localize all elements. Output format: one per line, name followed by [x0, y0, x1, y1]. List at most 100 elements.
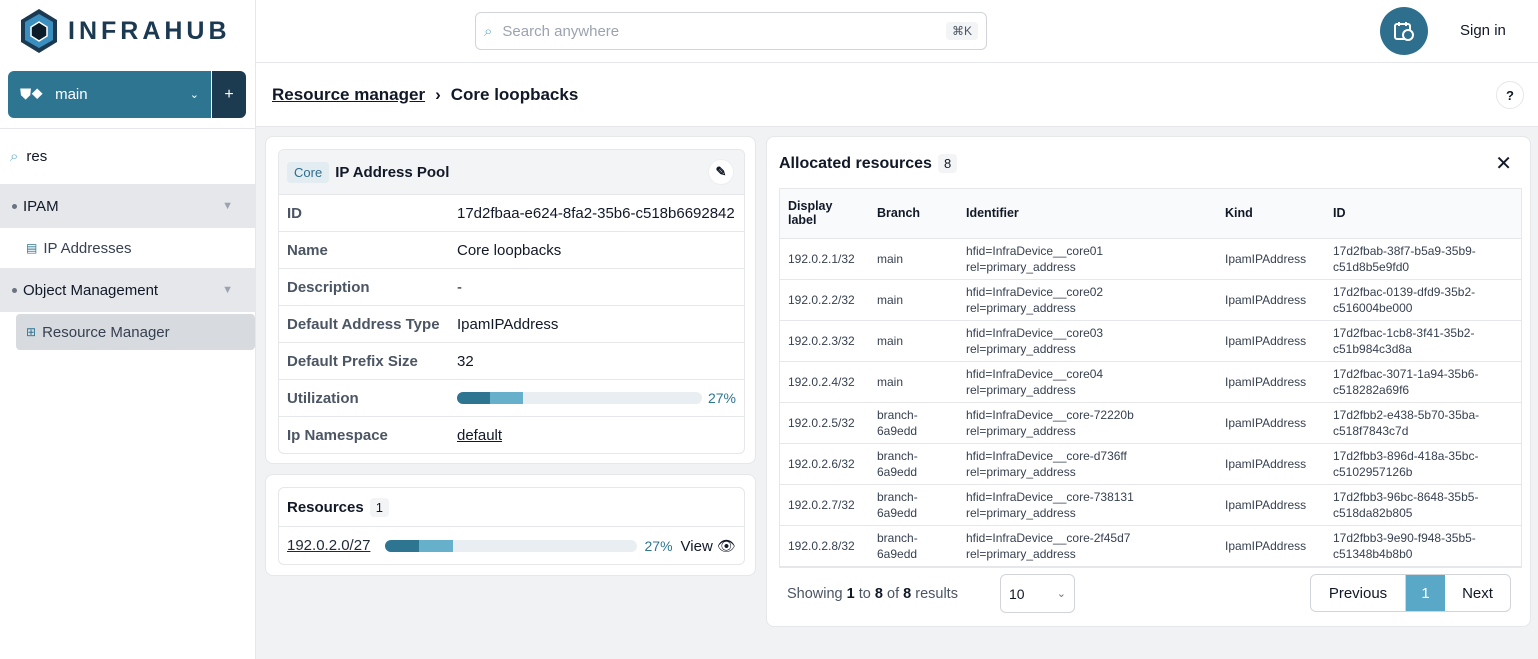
sidebar-item-resource-manager[interactable]: ⊞ Resource Manager — [16, 314, 255, 350]
column-id: ID — [1325, 189, 1521, 239]
cell-id: 17d2fbac-0139-dfd9-35b2- c516004be000 — [1325, 279, 1521, 321]
previous-button[interactable]: Previous — [1311, 575, 1406, 611]
next-button[interactable]: Next — [1462, 584, 1493, 602]
close-icon[interactable]: ✕ — [1495, 153, 1512, 175]
prop-key: ID — [287, 204, 302, 222]
resource-utilization-percent: 27% — [644, 537, 673, 554]
summary-to: 8 — [874, 586, 883, 602]
id-part: 17d2fbac-3071-1a94-35b6- — [1333, 366, 1479, 381]
table-row[interactable]: 192.0.2.1/32 main hfid=InfraDevice__core… — [780, 238, 1521, 280]
column-kind: Kind — [1217, 189, 1325, 239]
summary-text: of — [887, 586, 900, 602]
grid-icon: ⊞ — [26, 325, 37, 339]
cell-kind: IpamIPAddress — [1217, 484, 1325, 526]
resources-list: Resources 1 192.0.2.0/27 27% View 👁 — [278, 487, 745, 565]
prop-key: Default Prefix Size — [287, 352, 418, 370]
search-input[interactable]: Search anywhere — [502, 22, 620, 40]
branch-shield-icon: ⛊◆ — [20, 86, 44, 103]
branch-selector[interactable]: ⛊◆ main ⌄ + — [8, 71, 246, 118]
sign-in-link[interactable]: Sign in — [1460, 22, 1506, 39]
allocated-table-wrap: Display label Branch Identifier Kind ID … — [779, 188, 1522, 568]
cell-id: 17d2fbab-38f7-b5a9-35b9- c51d8b5e9fd0 — [1325, 238, 1521, 280]
top-bar: ⌕ Search anywhere ⌘K Sign in — [256, 0, 1538, 63]
table-row[interactable]: 192.0.2.7/32 branch- 6a9edd hfid=InfraDe… — [780, 484, 1521, 526]
page-size-select[interactable]: 10 ⌄ — [1000, 574, 1075, 613]
cell-branch: branch- 6a9edd — [869, 443, 958, 485]
column-branch: Branch — [869, 189, 958, 239]
table-row[interactable]: 192.0.2.3/32 main hfid=InfraDevice__core… — [780, 320, 1521, 362]
sidebar-search[interactable]: ⌕ res — [0, 128, 255, 183]
prop-value: - — [457, 278, 462, 296]
allocated-header: Allocated resources 8 — [779, 154, 958, 173]
table-row[interactable]: 192.0.2.5/32 branch- 6a9edd hfid=InfraDe… — [780, 402, 1521, 444]
sidebar-search-input[interactable]: res — [26, 147, 48, 165]
view-button[interactable]: View 👁 — [681, 537, 736, 555]
breadcrumb-resource-manager[interactable]: Resource manager — [272, 84, 426, 104]
prop-default-prefix-size: Default Prefix Size 32 — [279, 342, 744, 379]
id-part: c518f7843c7d — [1333, 423, 1409, 438]
identifier-rel: rel=primary_address — [966, 300, 1076, 315]
pencil-icon: ✎ — [715, 164, 727, 179]
schedule-button[interactable] — [1380, 7, 1428, 55]
prop-name: Name Core loopbacks — [279, 231, 744, 268]
search-icon: ⌕ — [484, 22, 493, 40]
add-branch-button[interactable]: + — [211, 71, 246, 118]
cell-display-label: 192.0.2.2/32 — [780, 279, 869, 321]
branch-dropdown[interactable]: ⛊◆ main ⌄ — [8, 71, 211, 118]
shortcut-hint: ⌘K — [945, 22, 978, 40]
prop-value: IpamIPAddress — [457, 315, 559, 333]
sidebar-group-object-management[interactable]: Object Management ▼ — [0, 268, 255, 312]
cell-kind: IpamIPAddress — [1217, 238, 1325, 280]
id-part: c518da82b805 — [1333, 505, 1413, 520]
prop-utilization: Utilization 27% — [279, 379, 744, 416]
identifier-hfid: hfid=InfraDevice__core02 — [966, 284, 1104, 299]
global-search[interactable]: ⌕ Search anywhere ⌘K — [475, 12, 987, 50]
table-row[interactable]: 192.0.2.8/32 branch- 6a9edd hfid=InfraDe… — [780, 525, 1521, 567]
cell-display-label: 192.0.2.6/32 — [780, 443, 869, 485]
table-row[interactable]: 192.0.2.6/32 branch- 6a9edd hfid=InfraDe… — [780, 443, 1521, 485]
bullet-icon — [12, 203, 17, 209]
table-row[interactable]: 192.0.2.4/32 main hfid=InfraDevice__core… — [780, 361, 1521, 403]
prop-value: 17d2fbaa-e624-8fa2-35b6-c518b6692842 — [457, 204, 735, 222]
id-part: 17d2fbb3-96bc-8648-35b5- — [1333, 489, 1479, 504]
cell-display-label: 192.0.2.4/32 — [780, 361, 869, 403]
eye-icon: 👁 — [716, 537, 736, 555]
identifier-hfid: hfid=InfraDevice__core03 — [966, 325, 1104, 340]
sidebar-group-ipam[interactable]: IPAM ▼ — [0, 184, 255, 228]
branch-name: main — [55, 86, 88, 103]
resources-card: Resources 1 192.0.2.0/27 27% View 👁 — [265, 474, 756, 576]
identifier-hfid: hfid=InfraDevice__core04 — [966, 366, 1104, 381]
cell-identifier: hfid=InfraDevice__core02 rel=primary_addr… — [958, 279, 1217, 321]
cell-identifier: hfid=InfraDevice__core03 rel=primary_addr… — [958, 320, 1217, 362]
cell-id: 17d2fbb3-9e90-f948-35b5- c51348b4b8b0 — [1325, 525, 1521, 567]
utilization-bar-fill-other — [418, 539, 453, 552]
sidebar-item-ip-addresses[interactable]: ▤ IP Addresses — [16, 230, 255, 266]
id-part: c51d8b5e9fd0 — [1333, 259, 1410, 274]
page-1-button[interactable]: 1 — [1406, 575, 1445, 611]
edit-button[interactable]: ✎ — [708, 159, 734, 185]
namespace-link[interactable]: default — [457, 426, 503, 444]
cell-display-label: 192.0.2.1/32 — [780, 238, 869, 280]
cell-kind: IpamIPAddress — [1217, 361, 1325, 403]
cell-kind: IpamIPAddress — [1217, 525, 1325, 567]
id-part: 17d2fbac-1cb8-3f41-35b2- — [1333, 325, 1475, 340]
cell-branch: branch- 6a9edd — [869, 402, 958, 444]
logo[interactable]: INFRAHUB — [20, 8, 231, 54]
column-display-label: Display label — [780, 189, 869, 239]
prop-default-address-type: Default Address Type IpamIPAddress — [279, 305, 744, 342]
sidebar: INFRAHUB ⛊◆ main ⌄ + ⌕ res IPAM ▼ ▤ IP A… — [0, 0, 256, 659]
help-button[interactable]: ? — [1496, 81, 1524, 109]
resources-header: Resources 1 — [279, 488, 744, 526]
allocated-title: Allocated resources — [779, 154, 932, 172]
summary-from: 1 — [846, 586, 855, 602]
bullet-icon — [12, 287, 17, 293]
table-row[interactable]: 192.0.2.2/32 main hfid=InfraDevice__core… — [780, 279, 1521, 321]
namespace-badge: Core — [287, 161, 330, 183]
identifier-rel: rel=primary_address — [966, 382, 1076, 397]
cell-identifier: hfid=InfraDevice__core-72220b rel=primary… — [958, 402, 1217, 444]
cell-display-label: 192.0.2.8/32 — [780, 525, 869, 567]
utilization-bar-fill-main — [385, 539, 419, 552]
prop-key: Ip Namespace — [287, 426, 388, 444]
group-label: IPAM — [23, 197, 59, 215]
resource-prefix-link[interactable]: 192.0.2.0/27 — [287, 537, 371, 554]
